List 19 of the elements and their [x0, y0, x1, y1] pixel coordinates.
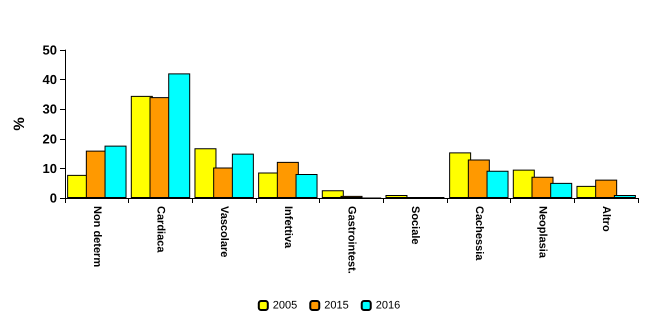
- y-tick-label: 50: [42, 42, 57, 58]
- legend-label: 2005: [272, 300, 298, 312]
- x-tick-label: Non determ: [90, 206, 103, 268]
- y-tick-label: 0: [50, 190, 57, 206]
- y-tick-label: 20: [42, 131, 57, 146]
- x-tick-label: Altro: [600, 206, 612, 232]
- legend-label: 2015: [324, 300, 349, 312]
- x-tick-label: Cardiaca: [154, 206, 166, 254]
- y-tick-label: 40: [42, 72, 57, 88]
- x-tick-label: Neoplasia: [536, 206, 548, 259]
- legend-label: 2016: [376, 300, 400, 312]
- y-tick-label: 30: [42, 102, 57, 117]
- x-tick-label: Cachessia: [472, 206, 485, 262]
- x-tick-label: Infettiva: [282, 206, 294, 250]
- y-axis-title: %: [11, 117, 28, 131]
- x-tick-label: Vascolare: [218, 206, 230, 258]
- x-tick-label: Gastrointest.: [346, 206, 358, 274]
- y-tick-label: 10: [42, 160, 57, 176]
- x-tick-label: Sociale: [409, 206, 422, 245]
